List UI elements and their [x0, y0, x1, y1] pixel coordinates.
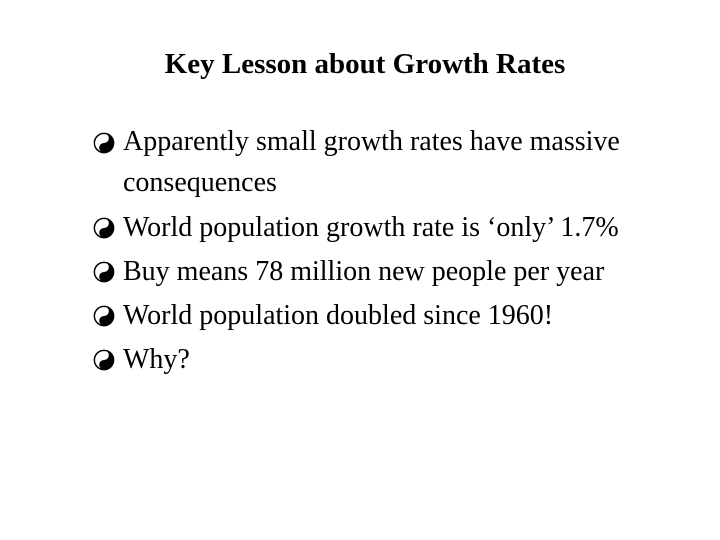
- bullet-text: World population growth rate is ‘only’ 1…: [123, 212, 619, 243]
- yin-yang-icon: [93, 261, 115, 283]
- slide-title: Key Lesson about Growth Rates: [164, 48, 566, 80]
- bullet-text: Apparently small growth rates have massi…: [123, 126, 620, 157]
- bullet-text-continuation: consequences: [123, 167, 277, 198]
- bullet-item: Buy means 78 million new people per year: [93, 250, 693, 294]
- bullet-text: Why?: [123, 344, 190, 375]
- yin-yang-icon: [93, 349, 115, 371]
- bullet-text: Buy means 78 million new people per year: [123, 256, 605, 287]
- bullet-item: World population growth rate is ‘only’ 1…: [93, 206, 693, 250]
- yin-yang-icon: [93, 132, 115, 154]
- bullet-text: World population doubled since 1960!: [123, 300, 554, 331]
- bullet-item: Why?: [93, 338, 693, 382]
- bullet-item: World population doubled since 1960!: [93, 294, 693, 338]
- yin-yang-icon: [93, 305, 115, 327]
- yin-yang-icon: [93, 217, 115, 239]
- bullet-item: Apparently small growth rates have massi…: [93, 121, 693, 203]
- bullet-list: Apparently small growth rates have massi…: [93, 121, 693, 382]
